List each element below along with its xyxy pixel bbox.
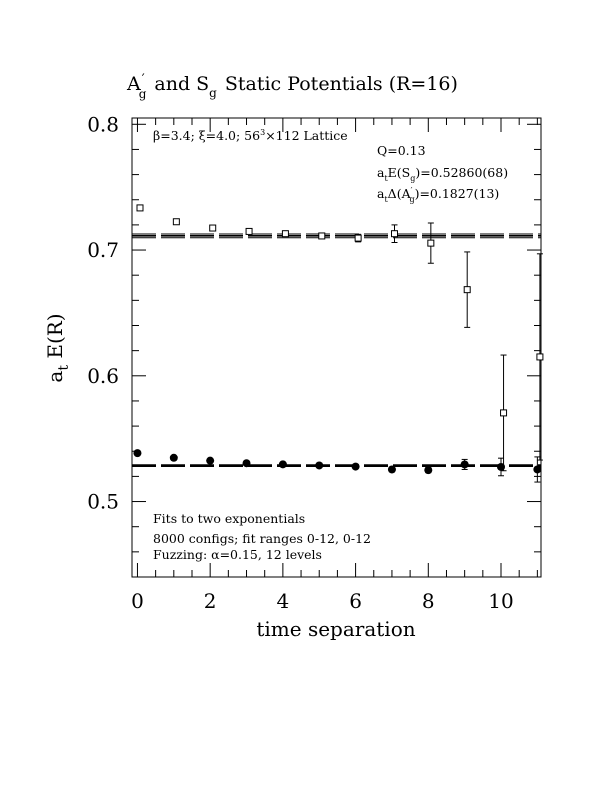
svg-text:at E(R): at E(R) [43, 313, 72, 382]
axis-ticks [132, 118, 541, 578]
svg-text:8000 configs; fit ranges 0-12,: 8000 configs; fit ranges 0-12, 0-12 [153, 531, 371, 546]
data-point-sg [206, 456, 215, 465]
data-point-ag [318, 232, 326, 240]
annotation-lattice: β=3.4; ξ=4.0; 563×112 Lattice [153, 128, 348, 143]
data-point-ag [463, 286, 471, 294]
data-point-ag [354, 234, 362, 242]
svg-text:Fits to two exponentials: Fits to two exponentials [153, 511, 305, 526]
x-axis-label: time separation [256, 617, 415, 641]
data-point-sg [424, 466, 433, 475]
plot-frame [131, 117, 542, 578]
x-tick-label: 10 [488, 589, 513, 613]
annotation-q: Q=0.13 [377, 143, 426, 158]
svg-text:time separation: time separation [256, 617, 415, 641]
svg-text:β=3.4; ξ=4.0; 563×112 Lattice: β=3.4; ξ=4.0; 563×112 Lattice [153, 128, 348, 143]
data-points [133, 204, 544, 483]
svg-text:atE(Sg)=0.52860(68): atE(Sg)=0.52860(68) [377, 165, 508, 183]
data-point-ag [209, 224, 217, 232]
x-tick-label: 2 [204, 589, 217, 613]
data-point-ag [427, 239, 435, 247]
annotation-energy-sg: atE(Sg)=0.52860(68) [377, 165, 508, 183]
annotation-configs: 8000 configs; fit ranges 0-12, 0-12 [153, 531, 371, 546]
chart-title: A′ g and Sg Static Potentials (R=16) [126, 72, 458, 101]
x-tick-label: 8 [422, 589, 435, 613]
data-point-sg [460, 460, 469, 469]
data-point-sg [387, 465, 396, 474]
y-tick-label: 0.5 [87, 490, 119, 514]
tick-labels: 0 2 4 6 8 10 0.5 0.6 0.7 0.8 [87, 112, 514, 613]
data-point-ag [281, 230, 289, 238]
data-point-ag [500, 409, 508, 417]
annotation-fit-type: Fits to two exponentials [153, 511, 305, 526]
data-point-ag [390, 230, 398, 238]
data-point-ag [536, 353, 544, 361]
fit-lines [132, 233, 541, 467]
data-point-sg [497, 462, 506, 471]
y-axis-label: at E(R) [43, 313, 72, 382]
x-tick-label: 4 [277, 589, 290, 613]
annotation-fuzzing: Fuzzing: α=0.15, 12 levels [153, 547, 322, 562]
data-point-sg [533, 465, 542, 474]
x-tick-label: 0 [131, 589, 144, 613]
data-point-sg [169, 453, 178, 462]
data-point-sg [242, 459, 251, 468]
data-point-sg [278, 460, 287, 469]
y-tick-label: 0.6 [87, 364, 119, 388]
svg-text:atΔ(A′g)=0.1827(13): atΔ(A′ g)=0.1827(13) [377, 186, 499, 204]
data-point-ag [172, 218, 180, 226]
y-tick-label: 0.8 [87, 112, 119, 136]
svg-text:Fuzzing: α=0.15, 12 levels: Fuzzing: α=0.15, 12 levels [153, 547, 322, 562]
y-tick-label: 0.7 [87, 238, 119, 262]
x-tick-label: 6 [349, 589, 362, 613]
annotation-delta-ag: atΔ(A′ g)=0.1827(13) [377, 186, 499, 204]
data-point-ag [245, 227, 253, 235]
data-point-sg [133, 449, 142, 458]
data-point-ag [136, 204, 144, 212]
data-point-sg [315, 461, 324, 470]
data-point-sg [351, 462, 360, 471]
svg-text:Q=0.13: Q=0.13 [377, 143, 426, 158]
